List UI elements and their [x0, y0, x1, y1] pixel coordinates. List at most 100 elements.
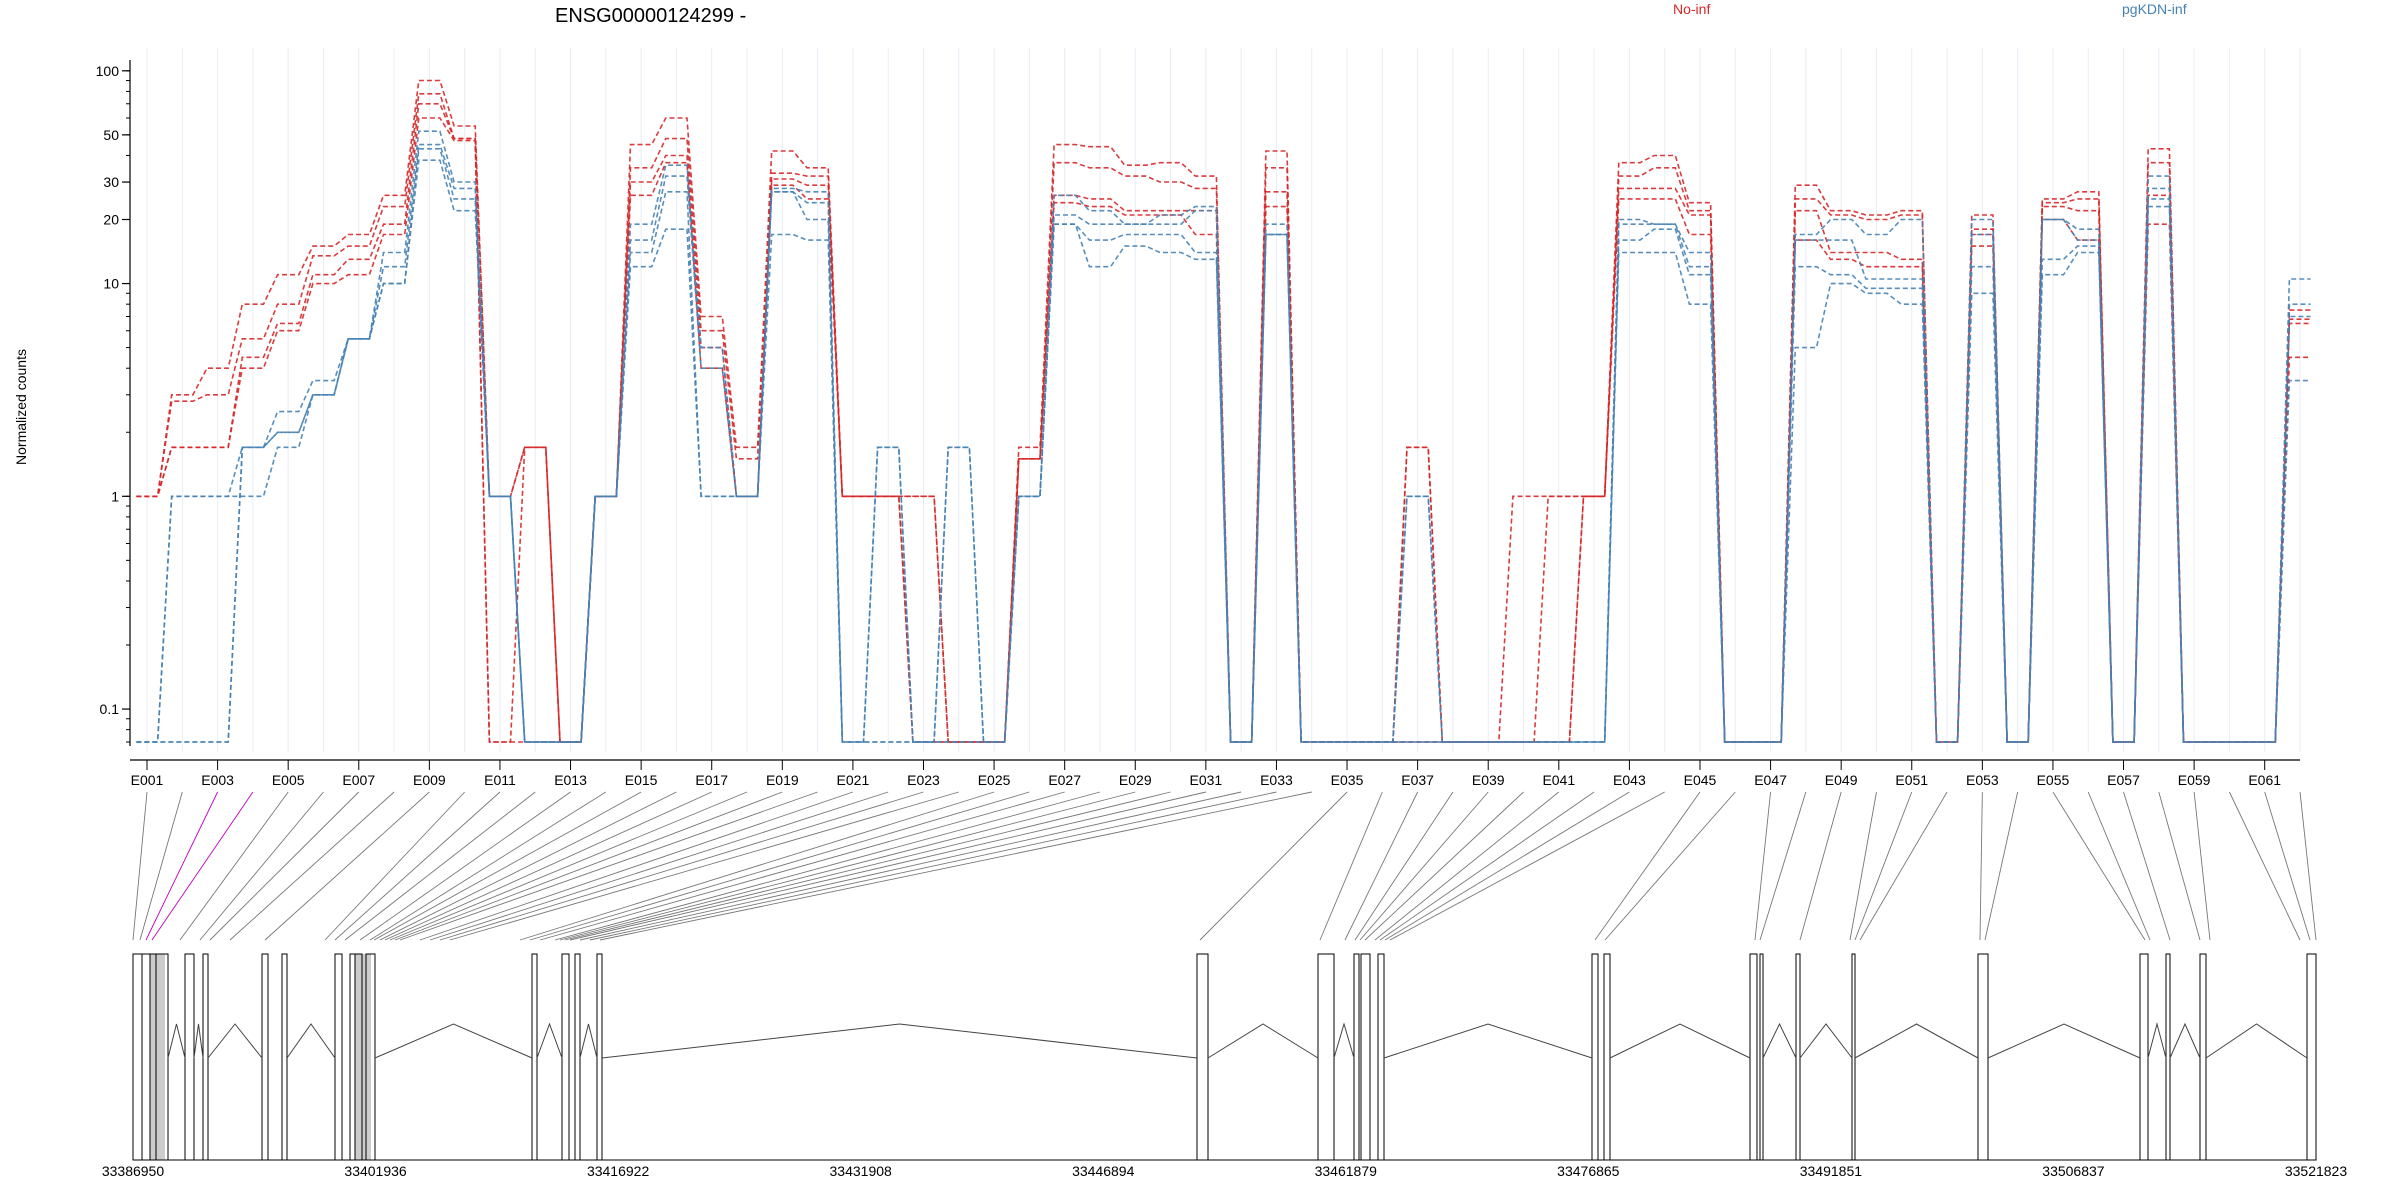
- intron-line: [1762, 1022, 1797, 1059]
- exon-block: [141, 953, 151, 1161]
- connector-line: [439, 791, 924, 941]
- connector-line: [2052, 791, 2146, 941]
- exon-tick-label: E023: [907, 772, 940, 788]
- intron-line: [193, 1023, 204, 1059]
- y-tick-label: 20: [103, 212, 119, 228]
- series-line-no-inf: [136, 93, 2311, 743]
- connector-line: [369, 791, 607, 941]
- exon-block: [1759, 953, 1764, 1161]
- connector-line: [529, 791, 1030, 941]
- y-axis-label: Normalized counts: [13, 349, 29, 465]
- connector-line: [1384, 791, 1630, 941]
- y-tick-label: 10: [103, 276, 119, 292]
- exon-block: [1591, 953, 1599, 1161]
- connector-line: [179, 791, 289, 941]
- exon-tick-label: E003: [201, 772, 234, 788]
- intron-line: [286, 1023, 336, 1059]
- exon-tick-label: E021: [837, 772, 870, 788]
- connector-line: [1979, 791, 1983, 941]
- connector-line: [139, 791, 183, 941]
- connector-line: [1354, 791, 1454, 941]
- connector-line: [1759, 791, 1807, 941]
- exon-block: [349, 953, 356, 1161]
- connector-line: [1594, 791, 1701, 941]
- exon-block: [334, 953, 343, 1161]
- exon-tick-label: E011: [484, 772, 516, 788]
- intron-line: [2147, 1022, 2167, 1059]
- connector-line: [1199, 791, 1348, 941]
- connector-line: [559, 791, 1136, 941]
- intron-line: [1333, 1022, 1355, 1059]
- exon-tick-label: E025: [978, 772, 1011, 788]
- exon-tick-label: E019: [766, 772, 799, 788]
- genomic-axis: 33386950 33401936 33416922 33431908 33446894…: [102, 1159, 2348, 1179]
- y-tick-label: 100: [96, 63, 120, 79]
- connector-line: [132, 791, 148, 941]
- connector-line: [209, 791, 360, 941]
- exon-tick-label: E027: [1048, 772, 1081, 788]
- connector-line: [151, 791, 254, 941]
- y-tick-label: 30: [103, 174, 119, 190]
- intron-line: [2169, 1022, 2201, 1059]
- exon-block: [2199, 953, 2207, 1161]
- exon-tick-label: E035: [1331, 772, 1364, 788]
- intron-line: [536, 1022, 563, 1059]
- exon-tick-label: E005: [272, 772, 305, 788]
- exon-tick-label: E055: [2037, 772, 2070, 788]
- connector-line: [1364, 791, 1524, 941]
- genomic-tick-label: 33416922: [587, 1163, 650, 1179]
- connector-line: [1854, 791, 1913, 941]
- connector-line: [1849, 791, 1877, 941]
- intron-line: [1207, 1023, 1319, 1059]
- genomic-tick-label: 33401936: [344, 1163, 407, 1179]
- connector-line: [569, 791, 1206, 941]
- exon-block: [561, 953, 570, 1161]
- connector-line: [429, 791, 889, 941]
- y-tick-label: 1: [111, 488, 119, 504]
- connector-line: [2193, 791, 2211, 941]
- exon-block: [531, 953, 538, 1161]
- connector-line: [449, 791, 959, 941]
- connector-line: [1859, 791, 1948, 941]
- connector-line: [599, 791, 1312, 941]
- connector-line: [394, 791, 783, 941]
- exon-tick-label: E045: [1684, 772, 1717, 788]
- genomic-tick-label: 33431908: [830, 1163, 893, 1179]
- connector-line: [344, 791, 536, 941]
- intron-line: [1987, 1023, 2141, 1059]
- connector-line: [359, 791, 571, 941]
- intron-line: [374, 1023, 533, 1059]
- connector-line: [384, 791, 712, 941]
- connector-line: [1984, 791, 2019, 941]
- exon-tick-label: E061: [2248, 772, 2281, 788]
- connector-line: [334, 791, 501, 941]
- intron-line: [167, 1023, 186, 1059]
- exon-tick-label: E049: [1825, 772, 1858, 788]
- exon-block: [281, 953, 288, 1161]
- connector-line: [2087, 791, 2151, 941]
- exon-block: [2165, 953, 2171, 1161]
- connector-line: [145, 791, 218, 941]
- exon-tick-label: E047: [1754, 772, 1787, 788]
- connector-line: [539, 791, 1065, 941]
- chart-title: ENSG00000124299 -: [555, 5, 746, 27]
- series-line-no-inf: [136, 79, 2311, 743]
- series-line-pgkdn-inf: [136, 159, 2311, 743]
- connector-line: [2123, 791, 2171, 941]
- exon-tick-label: E057: [2107, 772, 2140, 788]
- y-tick-label: 0.1: [100, 701, 120, 717]
- exon-tick-label: E013: [554, 772, 587, 788]
- genomic-tick-label: 33521823: [2285, 1163, 2348, 1179]
- exon-tick-label: E041: [1542, 772, 1575, 788]
- exon-block: [202, 953, 209, 1161]
- connector-line: [264, 791, 430, 941]
- intron-line: [1799, 1023, 1853, 1059]
- exon-block: [184, 953, 195, 1161]
- exon-tick-label: E043: [1613, 772, 1646, 788]
- y-axis: 0.1 1 10 20 30 50 100: [96, 60, 131, 746]
- connector-line: [1379, 791, 1595, 941]
- exon-shaded-region: [150, 954, 165, 1160]
- connector-line: [564, 791, 1171, 941]
- series-line-no-inf: [136, 117, 2311, 743]
- exon-tick-label: E015: [625, 772, 658, 788]
